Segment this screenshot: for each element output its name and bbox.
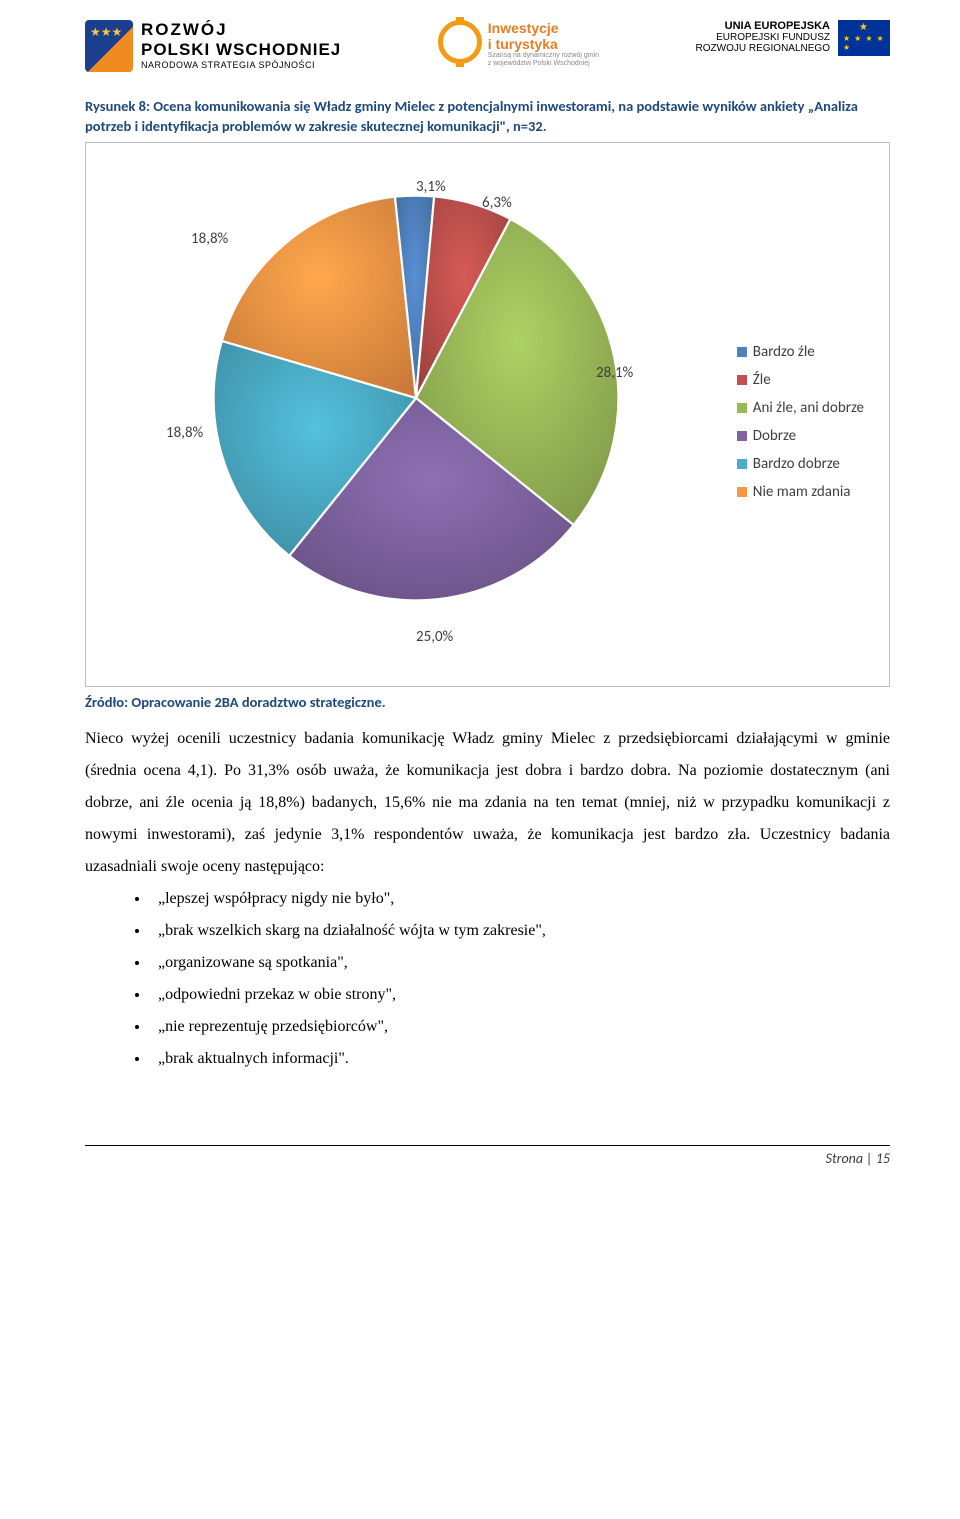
logo-ue: UNIA EUROPEJSKA EUROPEJSKI FUNDUSZ ROZWO… [696, 20, 890, 56]
legend-label: Dobrze [753, 427, 796, 445]
inwestycje-line3: Szansą na dynamiczny rozwój gmin [488, 52, 599, 60]
figure-caption: Rysunek 8: Ocena komunikowania się Władz… [85, 97, 890, 136]
legend-label: Bardzo źle [753, 343, 815, 361]
rozwoj-line1: ROZWÓJ [141, 20, 341, 40]
bullet-item: „brak aktualnych informacji". [150, 1043, 890, 1075]
page-header: ROZWÓJ POLSKI WSCHODNIEJ NARODOWA STRATE… [85, 20, 890, 72]
legend-label: Źle [753, 371, 771, 389]
legend-swatch-icon [737, 347, 747, 357]
eu-flag-icon [838, 20, 890, 56]
logo-inwestycje: Inwestycje i turystyka Szansą na dynamic… [438, 20, 599, 68]
pct-label-nie_mam_zdania: 18,8% [191, 230, 228, 248]
legend-row-bardzo_zle: Bardzo źle [737, 343, 864, 361]
bullet-item: „odpowiedni przekaz w obie strony", [150, 979, 890, 1011]
legend-swatch-icon [737, 431, 747, 441]
legend-row-bardzo_dobrze: Bardzo dobrze [737, 455, 864, 473]
legend-swatch-icon [737, 375, 747, 385]
legend-row-zle: Źle [737, 371, 864, 389]
bullet-list: „lepszej współpracy nigdy nie było",„bra… [85, 883, 890, 1075]
pct-label-dobrze: 25,0% [416, 628, 453, 646]
legend-row-nie_mam_zdania: Nie mam zdania [737, 483, 864, 501]
pie-wrapper: 3,1%6,3%28,1%25,0%18,8%18,8% [196, 178, 636, 618]
legend-swatch-icon [737, 459, 747, 469]
legend-swatch-icon [737, 403, 747, 413]
bullet-item: „nie reprezentuję przedsiębiorców", [150, 1011, 890, 1043]
rozwoj-emblem-icon [85, 20, 133, 72]
rozwoj-line3: NARODOWA STRATEGIA SPÓJNOŚCI [141, 60, 341, 70]
inwestycje-line2: i turystyka [488, 36, 599, 52]
pct-label-ani_zle_dobrze: 28,1% [596, 364, 633, 382]
bullet-item: „brak wszelkich skarg na działalność wój… [150, 915, 890, 947]
legend-row-dobrze: Dobrze [737, 427, 864, 445]
logo-rozwoj: ROZWÓJ POLSKI WSCHODNIEJ NARODOWA STRATE… [85, 20, 341, 72]
body-paragraph: Nieco wyżej ocenili uczestnicy badania k… [85, 723, 890, 883]
inwestycje-line4: z województw Polski Wschodniej [488, 60, 599, 68]
ue-line3: ROZWOJU REGIONALNEGO [696, 43, 830, 54]
bullet-item: „lepszej współpracy nigdy nie było", [150, 883, 890, 915]
figure-source: Źródło: Opracowanie 2BA doradztwo strate… [85, 693, 890, 711]
compass-gear-icon [438, 20, 482, 64]
inwestycje-line1: Inwestycje [488, 20, 599, 36]
ue-line1: UNIA EUROPEJSKA [696, 20, 830, 32]
pie-chart-panel: 3,1% 6,3% 28,1% 25,0% 18,8% 18,8% Bardzo źle Ź… [85, 142, 890, 687]
page-footer: Strona | 15 [85, 1145, 890, 1167]
pct-label-bardzo_zle: 3,1% [416, 178, 446, 196]
bullet-item: „organizowane są spotkania", [150, 947, 890, 979]
rozwoj-line2: POLSKI WSCHODNIEJ [141, 40, 341, 60]
pie-svg [196, 178, 636, 618]
legend-label: Ani źle, ani dobrze [753, 399, 864, 417]
legend-label: Bardzo dobrze [753, 455, 840, 473]
ue-line2: EUROPEJSKI FUNDUSZ [696, 32, 830, 43]
chart-legend: Bardzo źle Źle Ani źle, ani dobrze Dobrze Ba… [737, 343, 864, 511]
legend-swatch-icon [737, 487, 747, 497]
legend-row-ani_zle_dobrze: Ani źle, ani dobrze [737, 399, 864, 417]
pct-label-zle: 6,3% [482, 194, 512, 212]
pct-label-bardzo_dobrze: 18,8% [166, 424, 203, 442]
legend-label: Nie mam zdania [753, 483, 851, 501]
